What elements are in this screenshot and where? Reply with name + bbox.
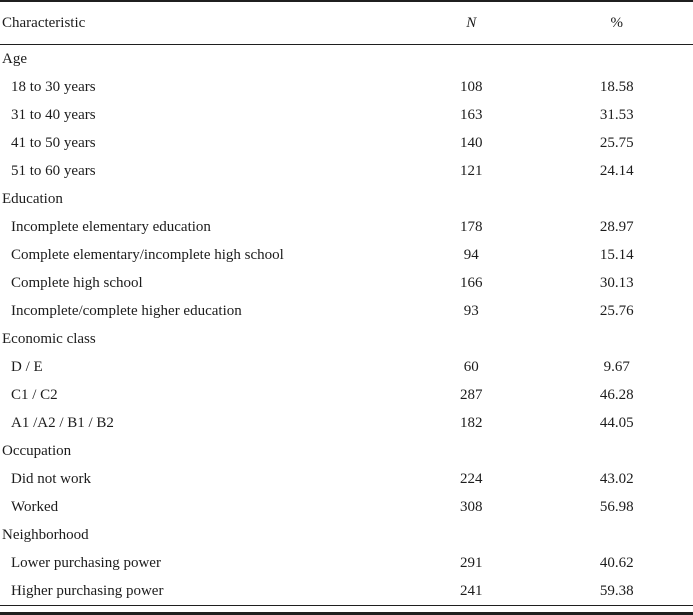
row-percent-value: 40.62 — [599, 554, 634, 571]
table-row: 41 to 50 years 140 25.75 — [0, 129, 693, 157]
table-row: Did not work 224 43.02 — [0, 465, 693, 493]
row-percent-value: 30.13 — [599, 274, 634, 291]
column-header-characteristic: Characteristic — [0, 1, 402, 45]
row-n-value: 93 — [463, 302, 479, 319]
table-row: 51 to 60 years 121 24.14 — [0, 157, 693, 185]
row-n-value: 291 — [459, 554, 483, 571]
row-percent-value: 28.97 — [599, 218, 634, 235]
table-row: Complete high school 166 30.13 — [0, 269, 693, 297]
section-label: Economic class — [2, 330, 96, 347]
section-label: Occupation — [2, 442, 72, 459]
row-label: C1 / C2 — [11, 386, 58, 403]
row-percent-value: 46.28 — [599, 386, 634, 403]
row-n-value — [402, 325, 541, 353]
row-percent-value: 43.02 — [599, 470, 634, 487]
table-row: C1 / C2 287 46.28 — [0, 381, 693, 409]
row-n-value: 224 — [459, 470, 483, 487]
row-n-value: 178 — [459, 218, 483, 235]
header-row: Characteristic N % — [0, 1, 693, 45]
table-row: A1 /A2 / B1 / B2 182 44.05 — [0, 409, 693, 437]
row-percent-value: 25.75 — [599, 134, 634, 151]
table-row: Complete elementary/incomplete high scho… — [0, 241, 693, 269]
row-percent-value: 15.14 — [599, 246, 634, 263]
table-row: D / E 60 9.67 — [0, 353, 693, 381]
row-n-value — [402, 45, 541, 74]
row-label: 41 to 50 years — [11, 134, 96, 151]
row-percent-value — [541, 437, 693, 465]
row-label: Incomplete elementary education — [11, 218, 211, 235]
row-n-value: 163 — [459, 106, 483, 123]
row-n-value: 60 — [463, 358, 479, 375]
section-row: Neighborhood — [0, 521, 693, 549]
row-percent-value: 59.38 — [599, 582, 634, 599]
row-label: Did not work — [11, 470, 91, 487]
row-percent-value — [541, 45, 693, 74]
table-row: Higher purchasing power 241 59.38 — [0, 577, 693, 606]
row-label: Complete high school — [11, 274, 143, 291]
section-row: Education — [0, 185, 693, 213]
column-header-percent: % — [540, 1, 693, 45]
table-row: Lower purchasing power 291 40.62 — [0, 549, 693, 577]
row-n-value: 94 — [463, 246, 479, 263]
row-n-value — [402, 185, 541, 213]
row-label: Incomplete/complete higher education — [11, 302, 242, 319]
row-label: A1 /A2 / B1 / B2 — [11, 414, 114, 431]
row-percent-value: 18.58 — [599, 78, 634, 95]
row-label: 51 to 60 years — [11, 162, 96, 179]
row-percent-value — [541, 521, 693, 549]
row-percent-value: 24.14 — [599, 162, 634, 179]
section-label: Education — [2, 190, 63, 207]
row-n-value — [402, 521, 541, 549]
row-percent-value: 56.98 — [599, 498, 634, 515]
row-n-value: 121 — [459, 162, 483, 179]
row-n-value — [402, 437, 541, 465]
table-row: Incomplete elementary education 178 28.97 — [0, 213, 693, 241]
row-n-value: 241 — [459, 582, 483, 599]
row-label: D / E — [11, 358, 43, 375]
row-label: Worked — [11, 498, 59, 515]
row-label: 31 to 40 years — [11, 106, 96, 123]
row-percent-value — [541, 325, 693, 353]
row-percent-value — [541, 185, 693, 213]
section-label: Age — [2, 50, 27, 67]
row-n-value: 140 — [459, 134, 483, 151]
table-header: Characteristic N % — [0, 1, 693, 45]
row-label: 18 to 30 years — [11, 78, 96, 95]
table-row: 18 to 30 years 108 18.58 — [0, 73, 693, 101]
table-row: 31 to 40 years 163 31.53 — [0, 101, 693, 129]
row-n-value: 108 — [459, 78, 483, 95]
table-body: Age 18 to 30 years 108 18.58 31 to 40 years 1… — [0, 45, 693, 606]
section-row: Economic class — [0, 325, 693, 353]
row-label: Higher purchasing power — [11, 582, 164, 599]
table-row: Incomplete/complete higher education 93 25… — [0, 297, 693, 325]
column-header-n: N — [401, 1, 541, 45]
row-percent-value: 31.53 — [599, 106, 634, 123]
section-row: Occupation — [0, 437, 693, 465]
table-row: Worked 308 56.98 — [0, 493, 693, 521]
row-n-value: 166 — [459, 274, 483, 291]
row-n-value: 182 — [459, 414, 483, 431]
row-n-value: 308 — [459, 498, 483, 515]
row-percent-value: 9.67 — [603, 358, 630, 375]
row-label: Complete elementary/incomplete high scho… — [11, 246, 284, 263]
row-n-value: 287 — [459, 386, 483, 403]
section-label: Neighborhood — [2, 526, 89, 543]
row-percent-value: 25.76 — [599, 302, 634, 319]
row-percent-value: 44.05 — [599, 414, 634, 431]
section-row: Age — [0, 45, 693, 74]
row-label: Lower purchasing power — [11, 554, 161, 571]
